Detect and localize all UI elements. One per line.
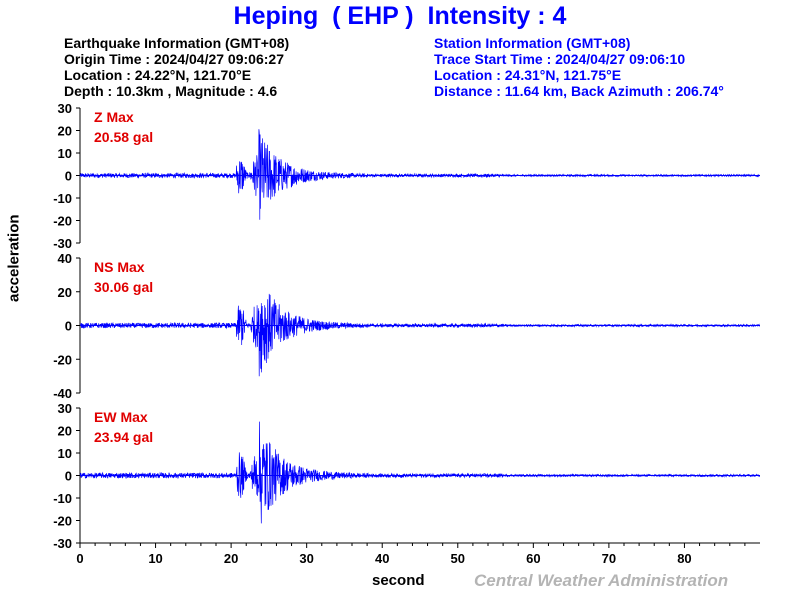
y-tick-label: 40 [58, 251, 72, 266]
earthquake-info-header: Earthquake Information (GMT+08) [64, 35, 290, 51]
y-tick-label: -30 [53, 236, 72, 251]
chart-title: Heping ( EHP ) Intensity : 4 [233, 2, 567, 30]
x-tick-label: 60 [526, 551, 540, 566]
y-tick-label: 20 [58, 124, 72, 139]
y-tick-label: 10 [58, 446, 72, 461]
max-value-ew: 23.94 gal [94, 429, 153, 445]
station-info: Station Information (GMT+08) Trace Start… [434, 35, 724, 99]
station-info-header: Station Information (GMT+08) [434, 35, 631, 51]
y-tick-label: -20 [53, 352, 72, 367]
x-tick-label: 20 [224, 551, 238, 566]
y-tick-label: -10 [53, 191, 72, 206]
y-tick-label: -20 [53, 214, 72, 229]
waveform-z [79, 129, 761, 220]
max-label-ew: EW Max [94, 409, 148, 425]
waveform-ew [79, 421, 761, 524]
x-tick-label: 0 [76, 551, 83, 566]
x-tick-label: 70 [602, 551, 616, 566]
waveform-ns [80, 293, 761, 377]
y-tick-label: 20 [58, 424, 72, 439]
distance-azimuth: Distance : 11.64 km, Back Azimuth : 206.… [434, 83, 724, 99]
y-tick-label: -40 [53, 386, 72, 401]
y-tick-label: -20 [53, 514, 72, 529]
y-tick-label: 30 [58, 101, 72, 116]
earthquake-info: Earthquake Information (GMT+08) Origin T… [64, 35, 289, 99]
origin-time: Origin Time : 2024/04/27 09:06:27 [64, 51, 284, 67]
y-axis-label: acceleration [5, 214, 23, 302]
x-tick-label: 30 [299, 551, 313, 566]
depth-magnitude: Depth : 10.3km , Magnitude : 4.6 [64, 83, 278, 99]
y-tick-label: -30 [53, 536, 72, 551]
y-tick-label: 30 [58, 401, 72, 416]
x-tick-label: 50 [451, 551, 465, 566]
station-location: Location : 24.31°N, 121.75°E [434, 67, 622, 83]
max-value-ns: 30.06 gal [94, 279, 153, 295]
y-tick-label: 0 [65, 319, 72, 334]
x-tick-label: 10 [148, 551, 162, 566]
trace-start-time: Trace Start Time : 2024/04/27 09:06:10 [434, 51, 686, 67]
y-tick-label: 20 [58, 285, 72, 300]
max-label-ns: NS Max [94, 259, 145, 275]
max-value-z: 20.58 gal [94, 129, 153, 145]
y-tick-label: -10 [53, 491, 72, 506]
y-tick-label: 0 [65, 169, 72, 184]
x-axis-label: second [372, 572, 425, 589]
y-tick-label: 10 [58, 146, 72, 161]
y-tick-label: 0 [65, 469, 72, 484]
epicenter-location: Location : 24.22°N, 121.70°E [64, 67, 252, 83]
x-tick-label: 80 [677, 551, 691, 566]
credit-text: Central Weather Administration [474, 571, 729, 590]
x-tick-label: 40 [375, 551, 389, 566]
max-label-z: Z Max [94, 109, 134, 125]
